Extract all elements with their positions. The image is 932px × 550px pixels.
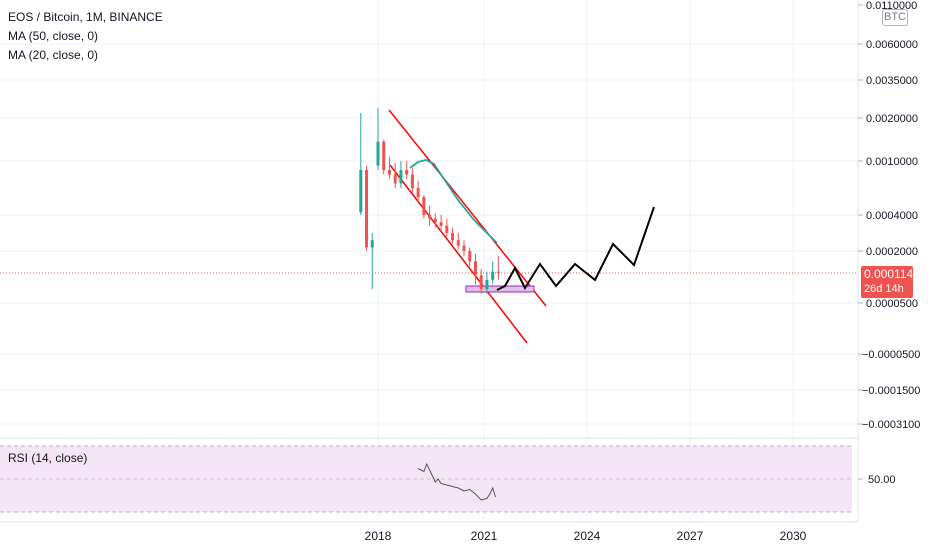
candle-body [456, 240, 460, 246]
rsi-level-label: 50.00 [868, 474, 896, 486]
price-label: 0.0060000 [866, 39, 918, 51]
candle-body [479, 275, 483, 290]
price-label: 0.0010000 [866, 156, 918, 168]
ma-line [409, 159, 498, 244]
rsi-legend[interactable]: RSI (14, close) [8, 451, 88, 465]
candle-body [468, 251, 472, 262]
projection-path [496, 206, 655, 291]
candle-body [387, 170, 391, 175]
candlestick-series [359, 108, 500, 294]
time-labels: 2018 2021 2024 2027 2030 [365, 529, 807, 543]
time-label: 2018 [365, 529, 392, 543]
price-label: 0.0000500 [866, 298, 918, 310]
descending-channel [388, 109, 547, 344]
price-labels: 0.0110000 0.0060000 0.0035000 0.0020000 … [862, 0, 920, 486]
candle-body [496, 271, 500, 273]
candle-body [433, 218, 437, 223]
rsi-pane [0, 437, 858, 513]
candle-body [382, 141, 386, 170]
price-label: 0.0004000 [866, 210, 918, 222]
price-label: −0.0001500 [862, 385, 920, 397]
price-label: 0.0002000 [866, 246, 918, 258]
candle-body [376, 141, 380, 166]
candle-body [416, 188, 420, 197]
grid [0, 0, 858, 522]
symbol-title[interactable]: EOS / Bitcoin, 1M, BINANCE [8, 10, 163, 24]
ma20-legend[interactable]: MA (20, close, 0) [8, 48, 99, 62]
time-label: 2024 [574, 529, 601, 543]
candle-body [422, 197, 426, 215]
candle-body [451, 233, 455, 241]
candle-body [359, 170, 363, 213]
candle-body [365, 170, 369, 248]
price-label: −0.0003100 [862, 419, 920, 431]
candle-body [393, 174, 397, 184]
channel-upper-line [388, 109, 547, 307]
price-label: −0.0000500 [862, 349, 920, 361]
candle-body [445, 225, 449, 233]
price-label: 0.0035000 [866, 75, 918, 87]
price-ticks [858, 4, 863, 480]
candle-body [410, 174, 414, 188]
rsi-line [417, 462, 496, 501]
last-price-tag: 0.0001148 26d 14h [861, 266, 920, 298]
candle-body [399, 170, 403, 184]
ma50-legend[interactable]: MA (50, close, 0) [8, 29, 99, 43]
time-label: 2030 [780, 529, 807, 543]
time-label: 2027 [677, 529, 704, 543]
candle-body [491, 271, 495, 280]
currency-badge[interactable]: BTC [882, 9, 908, 26]
bar-countdown: 26d 14h [864, 283, 904, 295]
time-label: 2021 [471, 529, 498, 543]
chart-legend: EOS / Bitcoin, 1M, BINANCE MA (50, close… [8, 8, 163, 65]
candle-body [428, 215, 432, 219]
candle-body [370, 240, 374, 248]
candle-body [473, 261, 477, 276]
last-price-value: 0.0001148 [864, 267, 920, 281]
candle-body [485, 279, 489, 290]
candle-body [439, 222, 443, 226]
channel-lower-line [389, 164, 528, 344]
candle-body [462, 245, 466, 251]
candle-body [405, 170, 409, 175]
price-label: 0.0020000 [866, 113, 918, 125]
